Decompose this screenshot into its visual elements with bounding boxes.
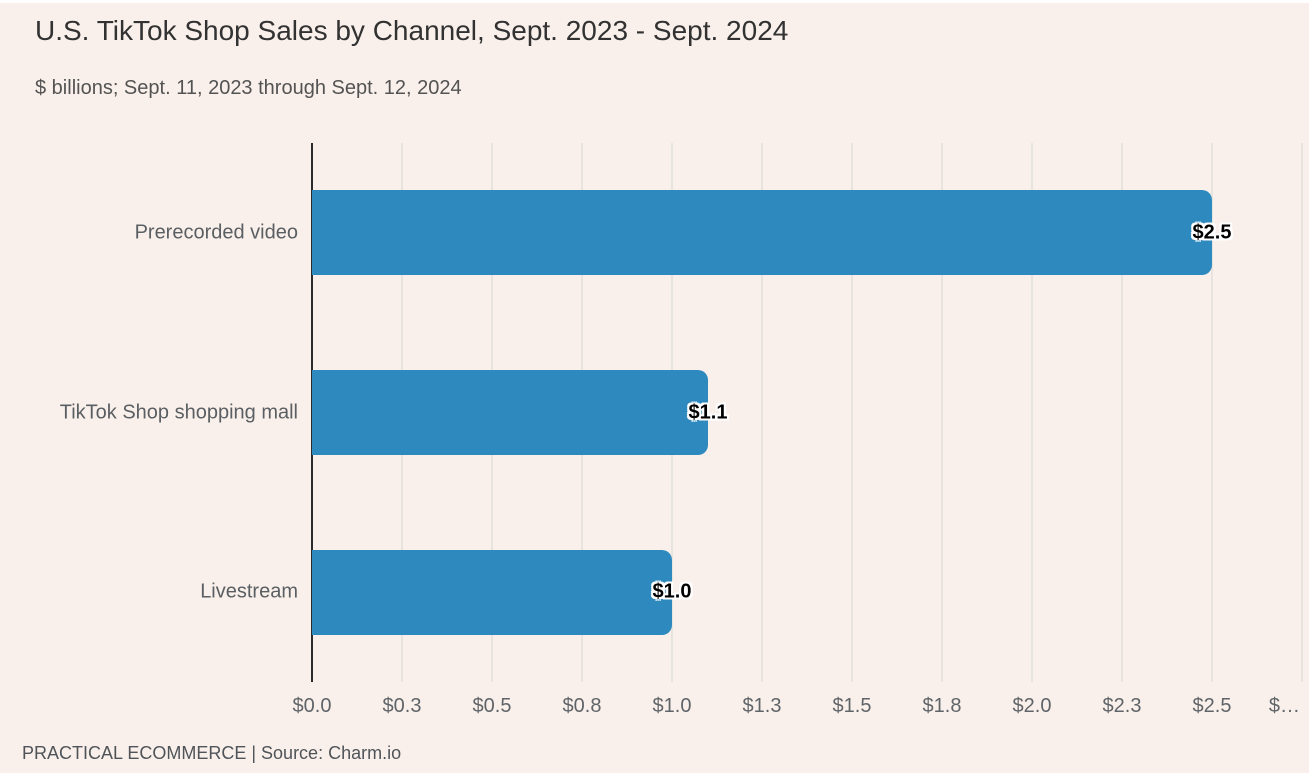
x-tick-label: $2.5	[1192, 695, 1232, 717]
bar-prerecorded-video	[312, 190, 1212, 276]
x-tick-label: $1.0	[652, 695, 692, 717]
gridline	[941, 143, 943, 682]
category-label-tiktok-shop-shopping-mall: TikTok Shop shopping mall	[59, 401, 298, 423]
gridline	[1301, 143, 1303, 682]
bar-value-label-tiktok-shop-shopping-mall: $1.1	[688, 401, 728, 423]
gridline	[851, 143, 853, 682]
bar-livestream	[312, 549, 672, 635]
x-tick-label: $0.0	[292, 695, 332, 717]
gridline	[1121, 143, 1123, 682]
page-title: U.S. TikTok Shop Sales by Channel, Sept.…	[35, 15, 789, 46]
chart-subtitle: $ billions; Sept. 11, 2023 through Sept.…	[35, 77, 462, 99]
x-tick-label: $0.8	[562, 695, 602, 717]
category-label-livestream: Livestream	[200, 580, 298, 603]
gridline	[1031, 143, 1033, 682]
plot-area: $2.5 $1.1 $1.0	[0, 143, 1309, 682]
x-tick-label: $1.3	[742, 695, 782, 717]
top-edge-strip	[0, 0, 1309, 3]
category-label-prerecorded-video: Prerecorded video	[134, 221, 298, 244]
bottom-edge-strip	[0, 773, 1309, 775]
x-tick-label: $2.3	[1102, 695, 1142, 717]
bar-tiktok-shop-shopping-mall	[312, 370, 708, 455]
bar-value-label-prerecorded-video: $2.5	[1192, 221, 1232, 244]
x-tick-label: $1.8	[922, 695, 962, 717]
chart-footer: PRACTICAL ECOMMERCE | Source: Charm.io	[22, 743, 402, 763]
x-tick-label: $0.5	[472, 695, 512, 717]
x-tick-label: $1.5	[832, 695, 872, 717]
bar-value-label-livestream: $1.0	[652, 580, 692, 603]
x-tick-label: $…	[1268, 695, 1300, 717]
x-tick-label: $2.0	[1012, 695, 1052, 717]
gridline	[1211, 143, 1213, 682]
gridline	[761, 143, 763, 682]
x-tick-label: $0.3	[382, 695, 422, 717]
